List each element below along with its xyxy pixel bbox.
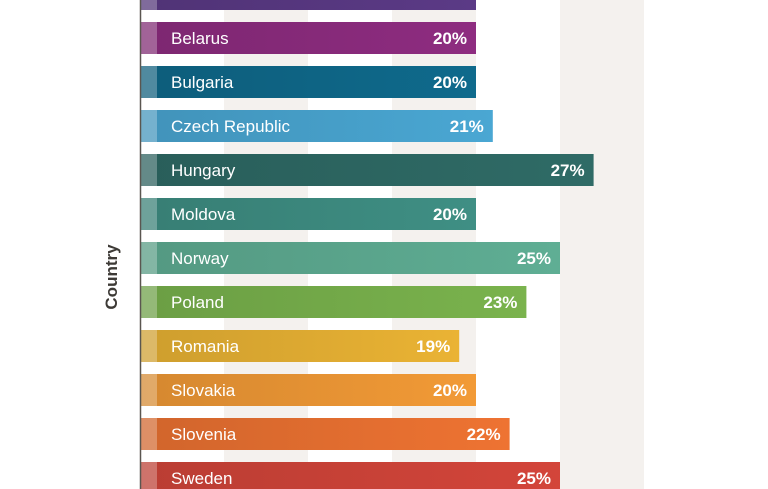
bar xyxy=(140,330,460,362)
bar-value-label: 20% xyxy=(433,381,467,400)
bar-tab xyxy=(140,374,157,406)
bar xyxy=(140,66,476,98)
bar-tab xyxy=(140,242,157,274)
bar-group: Sweden 25% xyxy=(140,462,560,489)
bar xyxy=(140,462,560,489)
bar-group: Norway 25% xyxy=(140,242,560,274)
bar xyxy=(140,110,493,142)
bar xyxy=(140,22,476,54)
bar-group: Hungary 27% xyxy=(140,154,594,186)
bar-group: Belarus 20% xyxy=(140,22,476,54)
bar-tab xyxy=(140,22,157,54)
bars: Belarus 20% Bulgaria 20% Czech Republic 21% Hu… xyxy=(140,0,594,489)
bar-value-label: 25% xyxy=(517,249,551,268)
bar-category-label: Hungary xyxy=(171,161,236,180)
bar-tab xyxy=(140,418,157,450)
bar-category-label: Slovakia xyxy=(171,381,236,400)
bar xyxy=(140,374,476,406)
bar-category-label: Moldova xyxy=(171,205,236,224)
bar-group: Slovenia 22% xyxy=(140,418,510,450)
bar xyxy=(140,0,476,10)
bar-category-label: Sweden xyxy=(171,469,232,488)
bar-value-label: 19% xyxy=(416,337,450,356)
bar xyxy=(140,242,560,274)
bar-group: Bulgaria 20% xyxy=(140,66,476,98)
bar xyxy=(140,198,476,230)
bar-category-label: Norway xyxy=(171,249,229,268)
bar-tab xyxy=(140,66,157,98)
bar-tab xyxy=(140,462,157,489)
bar-group xyxy=(140,0,476,10)
bar-group: Czech Republic 21% xyxy=(140,110,493,142)
bar-tab xyxy=(140,330,157,362)
bar-category-label: Slovenia xyxy=(171,425,237,444)
bar-value-label: 23% xyxy=(483,293,517,312)
bar-category-label: Bulgaria xyxy=(171,73,234,92)
bar-value-label: 20% xyxy=(433,73,467,92)
bar xyxy=(140,154,594,186)
bar-value-label: 27% xyxy=(551,161,585,180)
bar xyxy=(140,286,527,318)
bar-group: Romania 19% xyxy=(140,330,460,362)
bar-value-label: 25% xyxy=(517,469,551,488)
bar-value-label: 20% xyxy=(433,29,467,48)
bar-group: Poland 23% xyxy=(140,286,527,318)
bar-tab xyxy=(140,286,157,318)
bar-tab xyxy=(140,198,157,230)
bar-category-label: Poland xyxy=(171,293,224,312)
bar-group: Slovakia 20% xyxy=(140,374,476,406)
bar-value-label: 22% xyxy=(467,425,501,444)
bar-tab xyxy=(140,0,157,10)
bar-group: Moldova 20% xyxy=(140,198,476,230)
bar-category-label: Romania xyxy=(171,337,240,356)
bar-tab xyxy=(140,110,157,142)
grid-band xyxy=(560,0,644,489)
bar-value-label: 20% xyxy=(433,205,467,224)
y-axis-title: Country xyxy=(102,244,121,310)
bar-tab xyxy=(140,154,157,186)
bar-category-label: Czech Republic xyxy=(171,117,291,136)
bar-category-label: Belarus xyxy=(171,29,229,48)
bar xyxy=(140,418,510,450)
bar-value-label: 21% xyxy=(450,117,484,136)
